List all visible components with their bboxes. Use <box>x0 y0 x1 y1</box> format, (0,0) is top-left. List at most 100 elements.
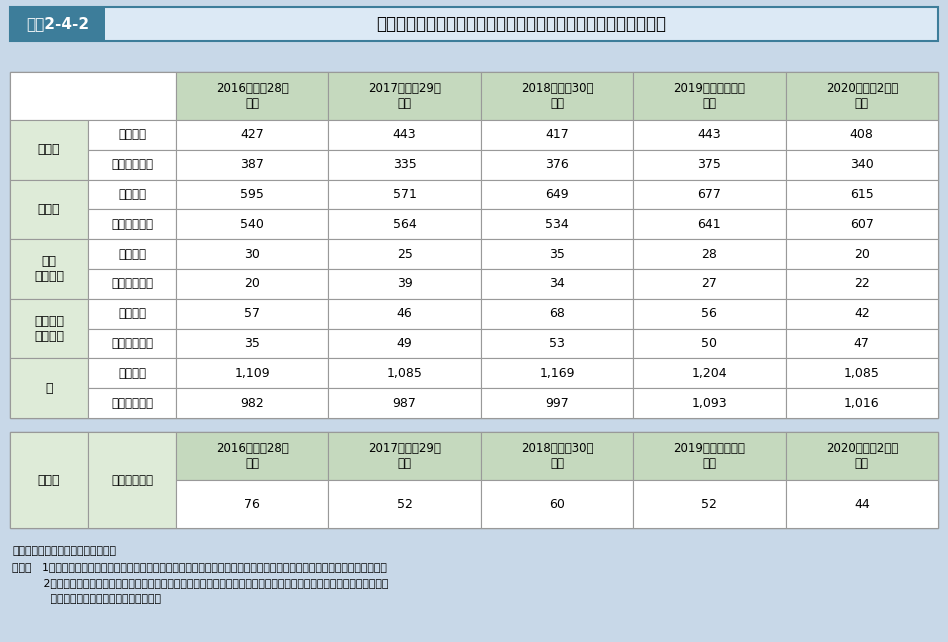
Text: 支給決定件数: 支給決定件数 <box>111 337 153 350</box>
Text: 427: 427 <box>241 128 264 141</box>
Bar <box>786 299 938 329</box>
Text: 417: 417 <box>545 128 569 141</box>
Bar <box>328 239 481 269</box>
Text: 641: 641 <box>698 218 721 231</box>
Text: 50: 50 <box>702 337 718 350</box>
Bar <box>481 72 633 120</box>
Bar <box>328 299 481 329</box>
Bar <box>88 329 176 358</box>
Bar <box>88 432 176 528</box>
Bar <box>176 329 328 358</box>
Text: 20: 20 <box>245 277 260 290</box>
Bar <box>328 480 481 528</box>
Text: 1,016: 1,016 <box>844 397 880 410</box>
Text: 564: 564 <box>392 218 416 231</box>
Bar <box>481 269 633 299</box>
Bar <box>633 329 786 358</box>
Text: 52: 52 <box>396 498 412 510</box>
Bar <box>786 180 938 209</box>
Bar <box>481 299 633 329</box>
Text: 375: 375 <box>698 158 721 171</box>
Bar <box>10 432 88 528</box>
Bar <box>481 329 633 358</box>
Text: 2017（平成29）
年度: 2017（平成29） 年度 <box>368 442 441 470</box>
Text: 1,085: 1,085 <box>387 367 423 380</box>
Bar <box>88 120 176 150</box>
Text: 2．「石綿肺」はじん肺の一種であり、石綿肺又はじん肺として労災請求されたもののうち、石綿肺として労災認定さ: 2．「石綿肺」はじん肺の一種であり、石綿肺又はじん肺として労災請求されたもののう… <box>12 578 389 588</box>
Bar <box>10 7 938 41</box>
Bar <box>88 180 176 209</box>
Bar <box>328 180 481 209</box>
Text: 1,093: 1,093 <box>692 397 727 410</box>
Text: 387: 387 <box>240 158 264 171</box>
Bar <box>633 432 786 480</box>
Bar <box>633 269 786 299</box>
Text: 52: 52 <box>702 498 718 510</box>
Text: 677: 677 <box>698 188 721 201</box>
Text: 図表2-4-2: 図表2-4-2 <box>26 17 89 31</box>
Text: びまん性
胸膜肥厚: びまん性 胸膜肥厚 <box>34 315 64 343</box>
Text: 2017（平成29）
年度: 2017（平成29） 年度 <box>368 82 441 110</box>
Text: 石綿肺: 石綿肺 <box>38 474 61 487</box>
Text: 615: 615 <box>850 188 874 201</box>
Bar <box>328 150 481 180</box>
Bar <box>633 209 786 239</box>
Text: 987: 987 <box>392 397 416 410</box>
Text: 49: 49 <box>396 337 412 350</box>
Text: 44: 44 <box>854 498 869 510</box>
Text: 支給決定件数: 支給決定件数 <box>111 277 153 290</box>
Text: 2018（平成30）
年度: 2018（平成30） 年度 <box>520 82 593 110</box>
Text: 1,109: 1,109 <box>234 367 270 380</box>
Text: 1,085: 1,085 <box>844 367 880 380</box>
Bar <box>786 150 938 180</box>
Bar <box>481 480 633 528</box>
Bar <box>88 269 176 299</box>
Bar <box>328 120 481 150</box>
Bar <box>328 358 481 388</box>
Text: 22: 22 <box>854 277 869 290</box>
Bar <box>88 299 176 329</box>
Text: 607: 607 <box>849 218 874 231</box>
Bar <box>633 120 786 150</box>
Text: 1,169: 1,169 <box>539 367 574 380</box>
Bar <box>786 120 938 150</box>
Bar <box>786 72 938 120</box>
Text: 請求件数: 請求件数 <box>118 308 146 320</box>
Text: 請求件数: 請求件数 <box>118 128 146 141</box>
Text: 2019（令和元年）
年度: 2019（令和元年） 年度 <box>673 82 745 110</box>
Text: れたものを抜き出し、集計している。: れたものを抜き出し、集計している。 <box>12 594 161 604</box>
Text: 35: 35 <box>549 248 565 261</box>
Bar <box>481 150 633 180</box>
Text: 53: 53 <box>549 337 565 350</box>
Bar <box>786 239 938 269</box>
Text: 支給決定件数: 支給決定件数 <box>111 397 153 410</box>
Bar <box>176 180 328 209</box>
Text: 肖がん: 肖がん <box>38 143 61 156</box>
Bar <box>176 72 328 120</box>
Bar <box>786 388 938 418</box>
Bar <box>481 239 633 269</box>
Bar <box>88 358 176 388</box>
Bar <box>328 329 481 358</box>
Bar <box>786 432 938 480</box>
Text: 2016（平成28）
年度: 2016（平成28） 年度 <box>216 442 288 470</box>
Text: 計: 計 <box>46 382 53 395</box>
Text: 支給決定件数: 支給決定件数 <box>111 218 153 231</box>
Bar <box>10 358 88 418</box>
Text: 982: 982 <box>241 397 264 410</box>
Text: 請求件数: 請求件数 <box>118 248 146 261</box>
Bar <box>328 269 481 299</box>
Text: 443: 443 <box>698 128 721 141</box>
Text: 46: 46 <box>396 308 412 320</box>
Text: 42: 42 <box>854 308 869 320</box>
Bar <box>481 432 633 480</box>
Bar <box>176 239 328 269</box>
Text: 57: 57 <box>245 308 260 320</box>
Bar <box>176 209 328 239</box>
Text: 2020（令和2年）
年度: 2020（令和2年） 年度 <box>826 82 898 110</box>
Bar <box>633 150 786 180</box>
Bar <box>633 180 786 209</box>
Text: 労災保険法に基づく石綿による肺がん、中皮腫等の労災補償状況: 労災保険法に基づく石綿による肺がん、中皮腫等の労災補償状況 <box>376 15 666 33</box>
Bar <box>633 480 786 528</box>
Text: 649: 649 <box>545 188 569 201</box>
